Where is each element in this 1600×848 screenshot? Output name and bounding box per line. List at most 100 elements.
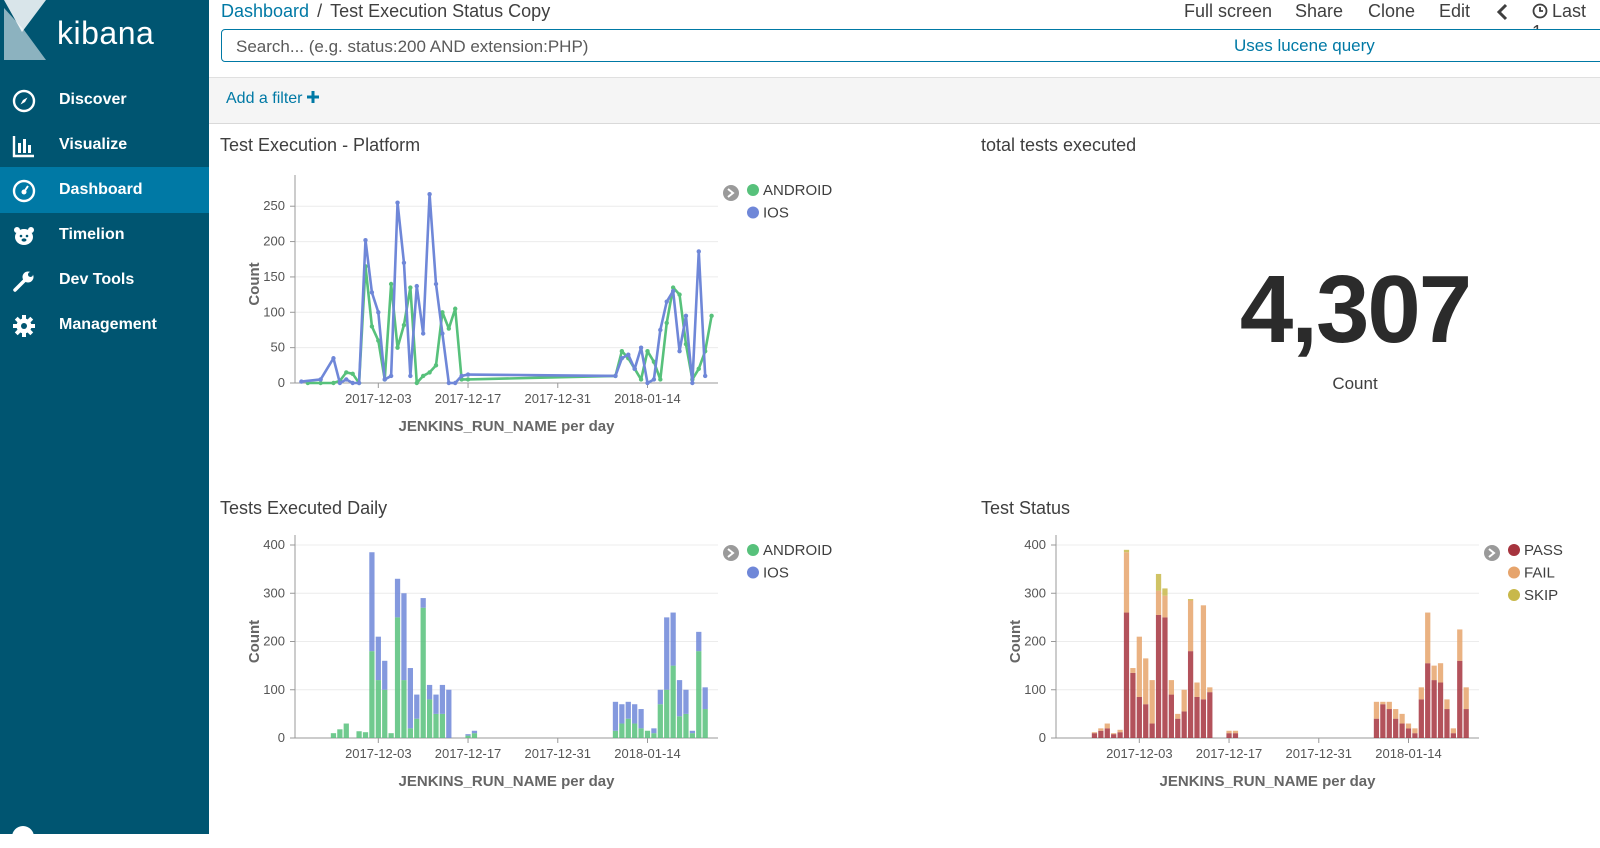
search-input[interactable] bbox=[234, 34, 1388, 60]
sidebar-item-visualize[interactable]: Visualize bbox=[0, 122, 209, 168]
bar-fail bbox=[1104, 723, 1110, 729]
bar-android bbox=[471, 733, 478, 738]
bar-fail bbox=[1098, 728, 1104, 731]
y-tick-label: 200 bbox=[1024, 634, 1046, 649]
bar-android bbox=[433, 713, 439, 738]
bar-android bbox=[382, 689, 388, 738]
y-tick-label: 0 bbox=[278, 375, 285, 390]
bar-pass bbox=[1091, 733, 1098, 738]
filter-bar: Add a filter bbox=[209, 77, 1600, 124]
bar-ios bbox=[420, 598, 426, 608]
bar-ios bbox=[369, 552, 375, 652]
bar-ios bbox=[632, 704, 638, 724]
legend-toggle-icon[interactable] bbox=[1484, 545, 1500, 561]
y-axis-title: Count bbox=[246, 620, 263, 663]
bar-fail bbox=[1111, 733, 1117, 735]
panel-title-total: total tests executed bbox=[981, 135, 1137, 155]
data-point-ios bbox=[331, 356, 336, 361]
bar-chart-icon bbox=[12, 136, 34, 158]
data-point-android bbox=[427, 370, 432, 375]
bar-pass bbox=[1117, 732, 1123, 738]
edit-button[interactable]: Edit bbox=[1439, 1, 1471, 21]
bar-android bbox=[407, 728, 413, 738]
legend-entry[interactable]: FAIL bbox=[1524, 565, 1555, 582]
bar-pass bbox=[1412, 733, 1418, 738]
legend-entry[interactable]: IOS bbox=[763, 205, 789, 222]
x-axis-title: JENKINS_RUN_NAME per day bbox=[399, 418, 616, 435]
bar-android bbox=[644, 730, 651, 738]
bar-android bbox=[465, 735, 471, 738]
data-point-android bbox=[414, 380, 419, 386]
bar-fail bbox=[1207, 687, 1213, 693]
breadcrumb-root-link[interactable]: Dashboard bbox=[221, 1, 310, 21]
y-tick-label: 0 bbox=[1039, 730, 1046, 745]
legend-entry[interactable]: PASS bbox=[1524, 542, 1563, 559]
chevron-right-icon bbox=[1488, 548, 1496, 558]
add-filter-button[interactable]: Add a filter bbox=[226, 90, 319, 108]
y-tick-label: 300 bbox=[263, 585, 285, 600]
sidebar-item-timelion[interactable]: Timelion bbox=[0, 212, 209, 258]
data-point-ios bbox=[645, 380, 650, 386]
bar-fail bbox=[1187, 600, 1194, 652]
bar-android bbox=[414, 718, 420, 738]
x-axis-title: JENKINS_RUN_NAME per day bbox=[1160, 773, 1377, 790]
share-button[interactable]: Share bbox=[1295, 1, 1344, 21]
chevron-right-icon bbox=[727, 548, 735, 558]
legend-toggle-icon[interactable] bbox=[723, 545, 739, 561]
bar-android bbox=[369, 651, 375, 738]
search-bar bbox=[221, 29, 1600, 62]
sidebar-item-dashboard[interactable]: Dashboard bbox=[0, 167, 209, 213]
bar-fail bbox=[1457, 629, 1463, 661]
y-tick-label: 200 bbox=[263, 634, 285, 649]
y-tick-label: 100 bbox=[263, 682, 285, 697]
data-point-ios bbox=[690, 380, 695, 386]
chevron-left-icon[interactable] bbox=[1496, 3, 1510, 23]
bar-android bbox=[420, 607, 426, 738]
bar-android bbox=[638, 728, 644, 738]
data-point-android bbox=[645, 348, 650, 354]
bar-ios bbox=[375, 636, 381, 681]
bar-fail bbox=[1194, 682, 1200, 697]
bar-ios bbox=[676, 680, 683, 717]
data-point-android bbox=[350, 371, 355, 377]
x-tick-label: 2017-12-17 bbox=[435, 391, 502, 406]
bar-pass bbox=[1437, 682, 1444, 738]
legend-entry[interactable]: IOS bbox=[763, 565, 789, 582]
x-tick-label: 2017-12-17 bbox=[435, 746, 502, 761]
data-point-android bbox=[388, 281, 394, 287]
daily-bar-chart: 0 100 200 300 400 2017-12-03 2017-12-17 2017-12… bbox=[246, 535, 832, 790]
data-point-android bbox=[465, 377, 471, 382]
bar-ios bbox=[638, 709, 644, 729]
sidebar-item-management[interactable]: Management bbox=[0, 302, 209, 348]
fullscreen-button[interactable]: Full screen bbox=[1184, 1, 1273, 21]
bar-pass bbox=[1232, 733, 1239, 738]
legend-swatch bbox=[1508, 544, 1520, 556]
data-point-ios bbox=[465, 372, 471, 377]
bar-fail bbox=[1437, 663, 1444, 683]
bar-pass bbox=[1405, 728, 1412, 738]
sidebar-item-label: Dev Tools bbox=[59, 271, 135, 288]
collapse-circle[interactable] bbox=[12, 826, 34, 848]
panel-title-daily: Tests Executed Daily bbox=[220, 498, 388, 518]
bar-pass bbox=[1136, 696, 1142, 738]
bar-android bbox=[657, 704, 663, 738]
bar-pass bbox=[1399, 723, 1405, 738]
data-point-ios bbox=[638, 345, 644, 350]
bar-android bbox=[343, 723, 349, 738]
sidebar-item-label: Dashboard bbox=[59, 181, 143, 198]
sidebar-item-dev-tools[interactable]: Dev Tools bbox=[0, 257, 209, 303]
data-point-ios bbox=[626, 352, 631, 357]
legend-entry[interactable]: ANDROID bbox=[763, 182, 832, 199]
bar-fail bbox=[1130, 668, 1136, 673]
bar-android bbox=[612, 730, 619, 738]
legend-entry[interactable]: SKIP bbox=[1524, 587, 1558, 604]
legend-entry[interactable]: ANDROID bbox=[763, 542, 832, 559]
legend-swatch bbox=[747, 206, 759, 219]
legend-toggle-icon[interactable] bbox=[723, 185, 739, 201]
lucene-query-link[interactable]: Uses lucene query bbox=[1234, 36, 1375, 55]
clone-button[interactable]: Clone bbox=[1368, 1, 1416, 21]
kibana-logo[interactable]: kibana bbox=[0, 0, 209, 70]
clock-icon bbox=[1532, 3, 1548, 19]
x-axis-title: JENKINS_RUN_NAME per day bbox=[399, 773, 616, 790]
sidebar-item-discover[interactable]: Discover bbox=[0, 77, 209, 123]
